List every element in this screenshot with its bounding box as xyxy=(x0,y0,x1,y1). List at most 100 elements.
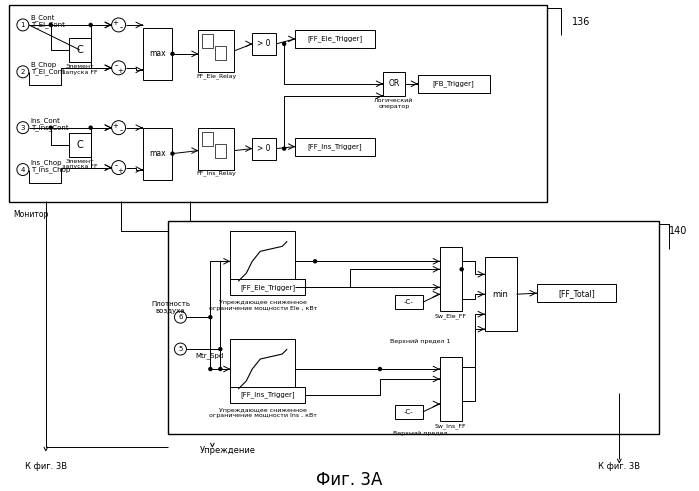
Text: Упреждающее сниженное
ограничение мощности Ele , кВт: Упреждающее сниженное ограничение мощнос… xyxy=(208,300,317,311)
Circle shape xyxy=(171,53,174,55)
Text: -: - xyxy=(114,61,117,70)
Circle shape xyxy=(175,343,187,355)
Text: Верхний предел: Верхний предел xyxy=(393,431,447,436)
Text: [FF_Ele_Trigger]: [FF_Ele_Trigger] xyxy=(240,284,295,291)
Bar xyxy=(9,5,547,202)
Text: Sw_Ins_FF: Sw_Ins_FF xyxy=(435,423,466,429)
Text: [FF_Ins_Trigger]: [FF_Ins_Trigger] xyxy=(308,143,362,150)
Text: C: C xyxy=(76,45,83,55)
Circle shape xyxy=(460,268,463,271)
Text: min: min xyxy=(493,290,509,299)
Text: FF_Ins_Relay: FF_Ins_Relay xyxy=(196,171,236,176)
Text: -: - xyxy=(114,161,117,170)
Text: Ins_Cont: Ins_Cont xyxy=(31,117,61,124)
Text: Упреждение: Упреждение xyxy=(201,446,257,455)
Text: Верхний предел 1: Верхний предел 1 xyxy=(389,338,450,344)
Text: [FF_Ins_Trigger]: [FF_Ins_Trigger] xyxy=(240,392,295,398)
Circle shape xyxy=(89,126,92,129)
Bar xyxy=(230,339,295,399)
Bar xyxy=(215,144,226,158)
Circle shape xyxy=(219,368,222,371)
Bar xyxy=(537,284,617,302)
Text: 2: 2 xyxy=(21,69,25,75)
Text: [FB_Trigger]: [FB_Trigger] xyxy=(433,81,475,87)
Circle shape xyxy=(175,311,187,323)
Circle shape xyxy=(219,348,222,351)
Text: 6: 6 xyxy=(178,314,182,320)
Circle shape xyxy=(112,18,126,32)
Text: -C-: -C- xyxy=(404,409,414,415)
Bar xyxy=(395,295,423,309)
Text: К фиг. 3В: К фиг. 3В xyxy=(598,462,640,471)
Text: FF_Ele_Relay: FF_Ele_Relay xyxy=(196,73,236,79)
Bar xyxy=(199,30,234,72)
Circle shape xyxy=(112,121,126,135)
Text: B_Cont: B_Cont xyxy=(31,15,55,21)
Bar xyxy=(168,221,659,434)
Text: 1: 1 xyxy=(20,22,25,28)
Text: T_El_Cont: T_El_Cont xyxy=(31,68,65,75)
Text: Плотность
воздуха: Плотность воздуха xyxy=(151,300,190,314)
Bar xyxy=(203,132,213,146)
Bar xyxy=(418,75,489,93)
Bar xyxy=(143,128,173,180)
Circle shape xyxy=(378,368,382,371)
Bar xyxy=(295,30,375,48)
Bar xyxy=(203,34,213,48)
Text: max: max xyxy=(149,149,166,158)
Bar xyxy=(395,405,423,419)
Text: +: + xyxy=(117,68,124,74)
Text: OR: OR xyxy=(388,79,400,88)
Bar xyxy=(252,33,276,55)
Bar xyxy=(440,357,462,421)
Circle shape xyxy=(171,152,174,155)
Text: -: - xyxy=(119,126,122,135)
Text: Монитор: Монитор xyxy=(13,210,48,219)
Text: T_Ins_Chop: T_Ins_Chop xyxy=(31,166,70,173)
Text: max: max xyxy=(149,50,166,58)
Text: +: + xyxy=(113,20,119,26)
Bar xyxy=(230,231,295,291)
Text: +: + xyxy=(117,167,124,173)
Text: Элемент
запуска FF: Элемент запуска FF xyxy=(62,64,98,75)
Text: [FF_Ele_Trigger]: [FF_Ele_Trigger] xyxy=(308,35,363,42)
Circle shape xyxy=(17,66,29,78)
Text: Фиг. 3А: Фиг. 3А xyxy=(316,471,382,489)
Bar xyxy=(215,46,226,60)
Circle shape xyxy=(17,164,29,176)
Circle shape xyxy=(50,126,52,129)
Bar xyxy=(230,279,305,295)
Text: Mtr_Spd: Mtr_Spd xyxy=(196,353,224,359)
Circle shape xyxy=(17,19,29,31)
Text: C: C xyxy=(76,139,83,150)
Text: T_El_Cont: T_El_Cont xyxy=(31,22,65,28)
Bar xyxy=(295,137,375,156)
Bar xyxy=(252,137,276,160)
Circle shape xyxy=(209,368,212,371)
Bar xyxy=(383,72,405,96)
Text: 5: 5 xyxy=(178,346,182,352)
Text: -C-: -C- xyxy=(404,299,414,305)
Text: > 0: > 0 xyxy=(257,144,271,153)
Text: Упреждающее сниженное
ограничение мощности Ins , кВт: Упреждающее сниженное ограничение мощнос… xyxy=(209,408,317,418)
Text: 3: 3 xyxy=(20,125,25,131)
Circle shape xyxy=(209,316,212,319)
Text: > 0: > 0 xyxy=(257,39,271,49)
Bar xyxy=(69,133,91,157)
Text: 140: 140 xyxy=(669,226,688,236)
Text: Логический
оператор: Логический оператор xyxy=(374,98,414,109)
Circle shape xyxy=(17,122,29,134)
Text: T_Ins_Cont: T_Ins_Cont xyxy=(31,124,69,131)
Text: 136: 136 xyxy=(572,17,591,27)
Bar xyxy=(440,247,462,311)
Text: Ins_Chop: Ins_Chop xyxy=(31,159,62,166)
Text: [FF_Total]: [FF_Total] xyxy=(558,289,595,298)
Bar xyxy=(143,28,173,80)
Circle shape xyxy=(50,24,52,27)
Circle shape xyxy=(112,61,126,75)
Circle shape xyxy=(89,24,92,27)
Text: Sw_Ele_FF: Sw_Ele_FF xyxy=(435,313,467,319)
Circle shape xyxy=(112,161,126,174)
Text: B_Chop: B_Chop xyxy=(31,61,57,68)
Bar xyxy=(484,257,517,331)
